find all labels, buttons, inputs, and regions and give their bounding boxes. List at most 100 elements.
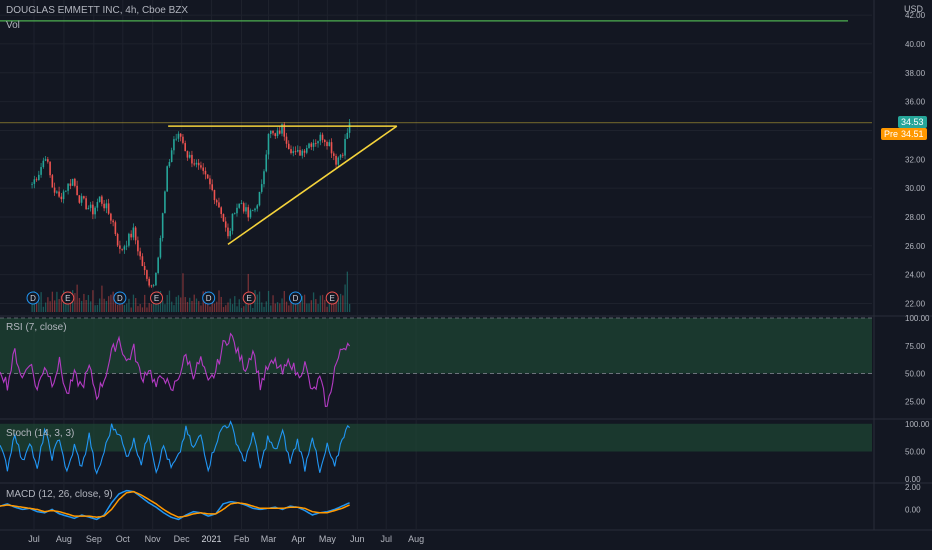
volume-bar <box>279 303 281 312</box>
volume-bar <box>301 295 303 312</box>
volume-bar <box>200 305 202 312</box>
volume-bar <box>306 303 308 312</box>
y-tick-label: 32.00 <box>905 155 926 164</box>
volume-bar <box>141 307 144 312</box>
candle-body <box>65 190 67 192</box>
candle-body <box>328 142 331 147</box>
volume-bar <box>270 305 272 312</box>
candle-body <box>173 139 175 151</box>
candle-body <box>94 207 96 215</box>
candle-body <box>87 207 90 210</box>
volume-bar <box>283 291 285 312</box>
candle-body <box>206 174 209 179</box>
candle-body <box>290 149 292 154</box>
volume-bar <box>132 294 135 312</box>
candle-body <box>218 202 220 208</box>
y-tick-label: 100.00 <box>905 314 930 323</box>
volume-bar <box>128 298 130 312</box>
candle-body <box>62 191 65 200</box>
volume-bar <box>333 302 335 312</box>
candle-body <box>197 162 200 166</box>
volume-bar <box>184 297 186 312</box>
y-tick-label: 2.00 <box>905 483 921 492</box>
macd-line <box>0 489 350 521</box>
candle-body <box>301 150 304 156</box>
volume-bar <box>47 297 49 312</box>
volume-bar <box>40 292 42 312</box>
volume-bar <box>339 293 342 312</box>
last-price-tag: 34.53 <box>898 116 927 128</box>
candle-body <box>326 141 328 147</box>
volume-bar <box>261 302 263 312</box>
candle-body <box>335 155 337 165</box>
volume-bar <box>342 295 344 312</box>
candle-body <box>299 150 301 156</box>
candle-body <box>92 204 94 215</box>
volume-bar <box>58 299 60 312</box>
volume-bar <box>35 296 38 312</box>
volume-bar <box>218 290 220 312</box>
event-marker-label: D <box>117 294 123 303</box>
volume-bar <box>74 293 76 312</box>
volume-bar <box>164 304 166 312</box>
candle-body <box>134 227 137 241</box>
candle-body <box>267 133 270 155</box>
candle-body <box>110 213 112 221</box>
volume-bar <box>328 302 330 312</box>
candle-body <box>146 270 148 279</box>
volume-bar <box>308 303 310 312</box>
candle-body <box>119 245 121 249</box>
volume-bar <box>168 290 171 312</box>
candle-body <box>323 139 326 142</box>
x-tick-label: Oct <box>116 534 131 544</box>
y-tick-label: 25.00 <box>905 397 926 406</box>
volume-bar <box>76 284 78 312</box>
volume-bar <box>171 301 173 312</box>
volume-bar <box>85 300 87 312</box>
volume-bar <box>258 291 261 312</box>
volume-bar <box>65 300 67 312</box>
candle-body <box>139 251 141 257</box>
candle-body <box>166 166 168 192</box>
earnings-marker <box>242 291 256 305</box>
x-tick-label: Jun <box>350 534 365 544</box>
candle-body <box>141 256 144 267</box>
volume-bar <box>288 305 290 312</box>
volume-bar <box>234 296 236 312</box>
volume-bar <box>274 303 276 312</box>
candle-body <box>112 220 114 223</box>
volume-bar <box>267 290 270 312</box>
x-tick-label: Jul <box>380 534 392 544</box>
volume-bar <box>153 299 155 312</box>
volume-bar <box>213 303 216 312</box>
volume-bar <box>78 298 81 312</box>
candle-body <box>152 285 155 287</box>
x-tick-label: Nov <box>145 534 162 544</box>
candle-body <box>215 200 218 203</box>
volume-bar <box>243 306 245 312</box>
volume-bar <box>344 284 346 312</box>
candle-body <box>101 196 103 204</box>
volume-bar <box>220 296 222 312</box>
volume-bar <box>272 295 274 312</box>
candle-body <box>51 175 54 188</box>
candle-body <box>285 136 288 144</box>
candle-body <box>193 163 195 165</box>
volume-bar <box>292 302 294 312</box>
volume-bar <box>101 285 103 312</box>
volume-bar <box>195 298 198 312</box>
y-tick-label: 0.00 <box>905 475 921 484</box>
y-tick-label: 38.00 <box>905 69 926 78</box>
candle-body <box>296 150 299 152</box>
candle-body <box>238 203 241 208</box>
candle-body <box>245 207 247 212</box>
indicator-band <box>0 423 872 452</box>
y-tick-label: 75.00 <box>905 342 926 351</box>
volume-bar <box>227 302 229 312</box>
volume-bar <box>335 299 337 312</box>
candle-body <box>96 202 99 208</box>
candle-body <box>222 214 225 222</box>
volume-bar <box>186 301 189 312</box>
candle-body <box>44 159 47 161</box>
x-tick-label: Apr <box>291 534 305 544</box>
